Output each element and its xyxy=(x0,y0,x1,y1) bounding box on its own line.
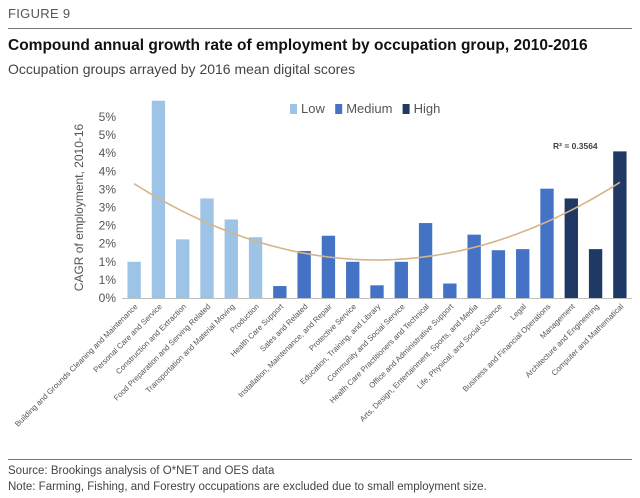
y-tick-label: 3% xyxy=(99,201,117,215)
y-tick-label: 5% xyxy=(99,128,117,142)
x-tick-label: Legal xyxy=(508,302,528,322)
bar xyxy=(418,223,433,298)
bar xyxy=(273,286,287,298)
bar xyxy=(467,234,481,298)
trendline xyxy=(133,181,621,261)
bar xyxy=(224,219,238,298)
y-axis-label: CAGR of employment, 2010-16 xyxy=(72,123,86,291)
source-text: Source: Brookings analysis of O*NET and … xyxy=(8,465,275,477)
bar xyxy=(248,237,263,298)
bar xyxy=(564,198,578,298)
chart-subtitle: Occupation groups arrayed by 2016 mean d… xyxy=(8,61,356,77)
y-tick-label: 5% xyxy=(99,110,117,124)
r-squared-label: R² = 0.3564 xyxy=(553,141,598,151)
bar xyxy=(613,151,627,298)
y-tick-label: 2% xyxy=(99,237,117,251)
note-text: Note: Farming, Fishing, and Forestry occ… xyxy=(8,481,487,493)
bar xyxy=(200,198,214,298)
figure-label: FIGURE 9 xyxy=(8,6,71,21)
bar xyxy=(443,283,457,298)
bar xyxy=(321,235,336,298)
x-tick-label: Transportation and Material Moving xyxy=(144,302,237,395)
bar xyxy=(346,261,360,298)
chart-title: Compound annual growth rate of employmen… xyxy=(8,37,588,54)
legend-swatch xyxy=(402,104,410,114)
y-tick-label: 4% xyxy=(99,164,117,178)
y-tick-label: 4% xyxy=(99,146,117,160)
y-tick-label: 1% xyxy=(99,255,117,269)
legend-label: Low xyxy=(301,101,325,116)
bar xyxy=(127,261,141,298)
chart: 0% 1% 1% 2% 2% 3% 3% 4% 4% 5% 5% CAGR of employment… xyxy=(13,100,632,429)
y-tick-label: 3% xyxy=(99,182,117,196)
y-tick-label: 0% xyxy=(99,291,117,305)
bar xyxy=(540,188,554,298)
legend-label: Medium xyxy=(346,101,392,116)
bar xyxy=(297,250,311,298)
bar xyxy=(588,249,603,298)
legend-swatch xyxy=(335,104,343,114)
bar xyxy=(151,100,166,299)
bar xyxy=(491,250,506,298)
bar xyxy=(176,239,190,298)
y-tick-label: 2% xyxy=(99,219,117,233)
legend-swatch xyxy=(290,104,297,114)
bar xyxy=(516,249,530,298)
y-tick-label: 1% xyxy=(99,273,117,287)
bottom-rule xyxy=(8,459,632,460)
x-tick-label: Business and Financial Operations xyxy=(461,302,553,394)
bar xyxy=(394,261,408,298)
legend-label: High xyxy=(414,101,441,116)
top-rule xyxy=(8,28,632,29)
bar xyxy=(370,285,384,298)
